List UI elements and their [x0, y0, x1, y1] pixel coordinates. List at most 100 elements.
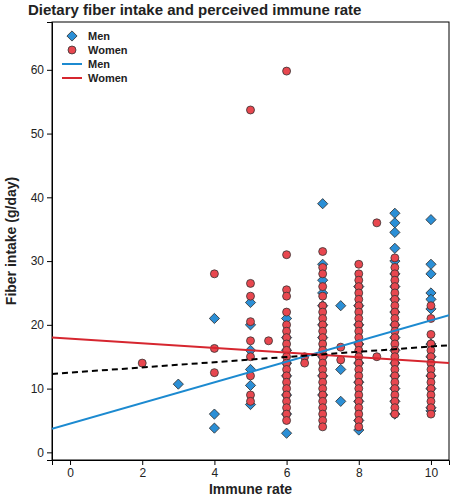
- x-tick-label: 4: [212, 466, 219, 480]
- x-tick-mark: [287, 460, 288, 465]
- circle-point: [138, 359, 146, 367]
- dashed-fit-line: [52, 345, 449, 374]
- circle-point: [319, 270, 327, 278]
- plot-area: [52, 67, 449, 438]
- y-tick-label: 10: [31, 382, 45, 396]
- legend-symbol: [67, 31, 77, 41]
- circle-point: [283, 292, 291, 300]
- circle-point: [301, 359, 309, 367]
- circle-point: [427, 330, 435, 338]
- x-axis: 0 2 4 6 8 10: [53, 460, 450, 480]
- circle-point: [283, 251, 291, 259]
- y-tick: 0: [37, 446, 52, 460]
- scatter-series: [138, 67, 435, 431]
- y-tick: 20: [31, 318, 52, 332]
- circle-point: [210, 369, 218, 377]
- x-tick-label: 10: [425, 466, 439, 480]
- circle-point: [319, 283, 327, 291]
- circle-point: [247, 337, 255, 345]
- y-tick-mark: [47, 197, 52, 198]
- x-tick-mark: [359, 460, 360, 465]
- diamond-point: [426, 259, 436, 269]
- y-tick-label: 0: [37, 446, 44, 460]
- diamond-point: [426, 215, 436, 225]
- circle-point: [355, 260, 363, 268]
- y-axis-label: Fiber intake (g/day): [3, 177, 19, 305]
- y-tick-mark: [47, 70, 52, 71]
- x-tick: 0: [67, 460, 74, 480]
- legend-label: Women: [88, 72, 128, 84]
- circle-point: [373, 219, 381, 227]
- fit-line: [52, 315, 449, 428]
- circle-point: [355, 423, 363, 431]
- legend-symbol: [68, 46, 76, 54]
- plot-frame: [52, 22, 449, 460]
- circle-point: [427, 302, 435, 310]
- x-tick-label: 8: [356, 466, 363, 480]
- legend: Men Women Men Women: [62, 30, 128, 84]
- x-tick: 10: [425, 460, 439, 480]
- x-tick-mark: [70, 460, 71, 465]
- fit-line: [52, 338, 449, 364]
- circle-point: [391, 254, 399, 262]
- y-tick-mark: [47, 452, 52, 453]
- diamond-point: [281, 428, 291, 438]
- y-tick-mark: [47, 325, 52, 326]
- x-tick-mark: [431, 460, 432, 465]
- circle-point: [210, 270, 218, 278]
- circle-point: [247, 318, 255, 326]
- legend-line: [62, 63, 82, 65]
- circle-point: [247, 292, 255, 300]
- y-tick-mark: [47, 134, 52, 135]
- y-axis-line: [47, 23, 53, 461]
- circle-point: [427, 410, 435, 418]
- y-tick-mark: [47, 261, 52, 262]
- y-tick-label: 60: [31, 63, 45, 77]
- y-axis: 0 10 20 30 40 50 60: [31, 23, 53, 461]
- diamond-point: [426, 269, 436, 279]
- circle-point: [319, 248, 327, 256]
- title: Dietary fiber intake and perceived immun…: [28, 1, 361, 18]
- y-tick: 40: [31, 191, 52, 205]
- x-tick-mark: [142, 460, 143, 465]
- diamond-point: [209, 313, 219, 323]
- chart: Dietary fiber intake and perceived immun…: [0, 0, 467, 500]
- diamond-point: [336, 396, 346, 406]
- diamond-point: [390, 227, 400, 237]
- circle-point: [319, 423, 327, 431]
- y-tick-label: 50: [31, 127, 45, 141]
- x-axis-label: Immune rate: [209, 481, 292, 497]
- x-tick-label: 0: [67, 466, 74, 480]
- legend-label: Men: [88, 30, 110, 42]
- diamond-point: [209, 423, 219, 433]
- circle-point: [247, 397, 255, 405]
- diamond-point: [336, 364, 346, 374]
- x-tick: 8: [356, 460, 363, 480]
- y-tick: 10: [31, 382, 52, 396]
- diamond-point: [336, 301, 346, 311]
- diamond-point: [390, 409, 400, 419]
- y-tick-label: 30: [31, 254, 45, 268]
- circle-point: [319, 292, 327, 300]
- y-tick-mark: [47, 389, 52, 390]
- legend-label: Women: [88, 44, 128, 56]
- x-axis-line: [53, 461, 450, 466]
- circle-point: [283, 67, 291, 75]
- circle-point: [247, 279, 255, 287]
- diamond-point: [318, 199, 328, 209]
- scatter-series: [173, 199, 436, 439]
- y-tick: 30: [31, 254, 52, 268]
- circle-point: [283, 416, 291, 424]
- circle-point: [391, 410, 399, 418]
- x-tick-mark: [214, 460, 215, 465]
- diamond-point: [390, 218, 400, 228]
- circle-point: [265, 337, 273, 345]
- x-tick-label: 2: [139, 466, 146, 480]
- circle-point: [247, 106, 255, 114]
- legend-line: [62, 77, 82, 79]
- circle-point: [283, 308, 291, 316]
- x-tick-label: 6: [284, 466, 291, 480]
- legend-label: Men: [88, 58, 110, 70]
- x-tick: 4: [212, 460, 219, 480]
- diamond-point: [173, 379, 183, 389]
